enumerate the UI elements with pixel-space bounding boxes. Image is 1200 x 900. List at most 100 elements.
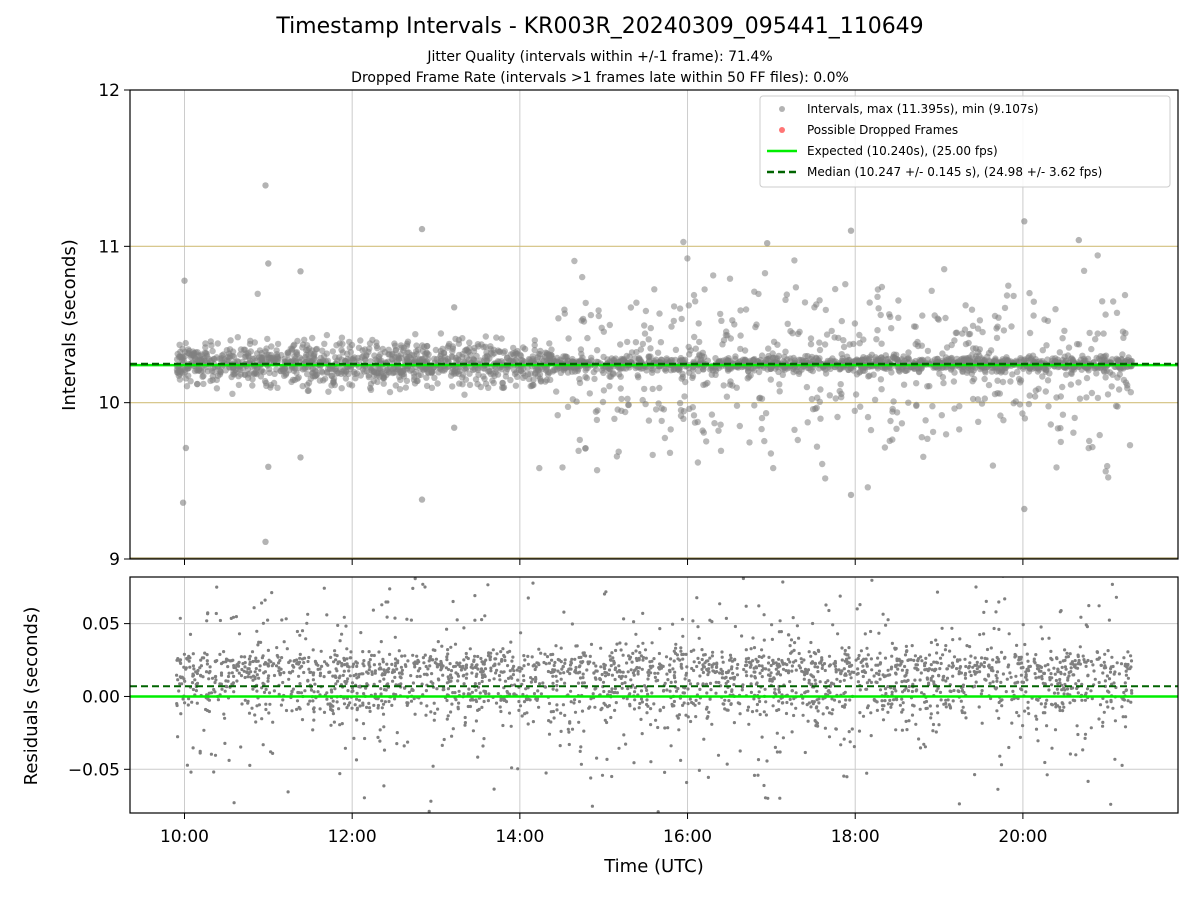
residual-point [464,676,468,680]
residual-point [650,641,654,645]
residual-point [242,669,246,673]
interval-point [1104,462,1111,470]
interval-point [1119,351,1126,358]
residual-point [669,744,673,748]
residual-point [427,659,431,663]
interval-point [708,411,716,418]
residual-point [187,659,191,663]
residual-point [824,692,828,696]
interval-point [310,355,317,362]
residual-point [603,674,608,678]
residual-point [334,675,338,679]
residual-point [1075,724,1079,728]
residual-point [924,706,928,711]
residual-point [568,672,572,676]
residual-point [239,745,243,749]
interval-point [864,413,872,421]
interval-point [676,305,684,312]
interval-point [379,345,386,353]
residual-point [421,656,425,660]
residual-point [333,687,337,691]
residual-point [1093,677,1097,681]
residual-point [470,690,474,694]
interval-point [710,272,717,279]
interval-point [1059,383,1066,391]
residual-point [668,689,672,693]
interval-outlier-5 [297,454,304,461]
residual-point [573,668,578,672]
interval-point [1083,394,1090,401]
interval-point [365,373,373,381]
residual-point [735,673,740,677]
residual-point [685,665,689,669]
residual-point [1063,672,1067,676]
residual-point [778,750,782,754]
residual-point [931,729,935,733]
residual-point [263,670,267,674]
interval-point [807,341,815,348]
residual-point [590,804,595,808]
residual-point [935,590,940,594]
residual-point [901,708,905,712]
residual-point [1128,667,1132,671]
interval-point [994,377,1001,384]
interval-point [537,375,544,382]
residual-point [964,664,968,669]
interval-point [1116,371,1124,378]
interval-point [895,314,902,321]
residual-point [572,701,576,705]
residual-point [486,654,491,658]
residual-point [748,665,753,669]
residual-point [991,680,995,684]
interval-point [985,381,993,389]
residual-point [240,667,244,672]
interval-point [809,367,816,375]
interval-outlier-10 [179,499,187,506]
residual-point [637,666,642,670]
interval-point [767,450,775,457]
interval-point [723,393,731,400]
residual-point [940,626,944,630]
interval-point [498,335,505,342]
residual-point [255,689,259,693]
residual-point [462,658,466,662]
residual-point [531,581,535,585]
residual-point [1058,681,1062,685]
residual-point [331,674,335,678]
residual-point [529,680,534,684]
interval-point [271,370,278,377]
interval-point [357,337,364,344]
residual-point [352,736,356,741]
interval-point [821,341,829,348]
residual-point [881,673,885,677]
residual-point [929,640,934,645]
residual-point [378,666,382,670]
interval-point [695,320,702,327]
residual-point [462,692,466,696]
residual-point [382,784,386,788]
residual-point [843,703,847,707]
residual-point [843,820,846,823]
residual-point [390,703,394,708]
residual-point [1079,615,1083,619]
residual-point [463,721,467,725]
residual-point [842,667,846,671]
residual-point [696,656,700,661]
residual-point [185,763,189,767]
residual-point [545,655,550,659]
interval-point [617,341,624,348]
interval-point [633,299,640,306]
residual-point [1110,655,1114,659]
interval-point [386,388,394,396]
interval-point [832,395,839,402]
residual-point [653,671,657,675]
residual-point [760,648,764,652]
interval-point [1104,391,1112,398]
interval-point [924,383,931,390]
residual-point [416,669,420,673]
residual-point [382,688,387,692]
interval-point [559,464,566,471]
residual-point [429,655,433,659]
residual-point [573,657,577,661]
residual-point [999,680,1003,685]
